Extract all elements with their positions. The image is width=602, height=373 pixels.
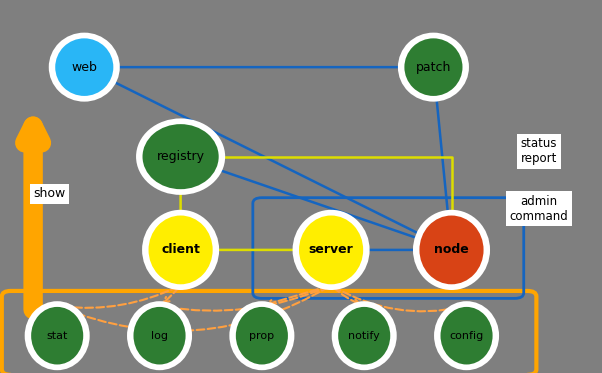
Ellipse shape: [136, 119, 225, 195]
Ellipse shape: [141, 123, 220, 190]
Text: log: log: [151, 331, 168, 341]
Ellipse shape: [30, 306, 84, 366]
Ellipse shape: [398, 33, 469, 102]
Ellipse shape: [439, 306, 494, 366]
Text: status
report: status report: [521, 137, 557, 165]
Text: patch: patch: [416, 61, 451, 73]
Ellipse shape: [132, 306, 187, 366]
Text: show: show: [33, 188, 66, 200]
Ellipse shape: [54, 37, 114, 97]
Text: registry: registry: [157, 150, 205, 163]
Text: notify: notify: [349, 331, 380, 341]
Ellipse shape: [127, 301, 192, 370]
Ellipse shape: [332, 301, 397, 370]
Ellipse shape: [293, 210, 370, 290]
Ellipse shape: [337, 306, 391, 366]
Text: prop: prop: [249, 331, 275, 341]
Text: stat: stat: [46, 331, 68, 341]
Text: web: web: [72, 61, 97, 73]
Ellipse shape: [403, 37, 464, 97]
Ellipse shape: [147, 214, 214, 285]
Ellipse shape: [418, 214, 485, 285]
Ellipse shape: [434, 301, 499, 370]
Ellipse shape: [25, 301, 90, 370]
Ellipse shape: [229, 301, 294, 370]
Ellipse shape: [142, 210, 219, 290]
Ellipse shape: [298, 214, 364, 285]
Ellipse shape: [235, 306, 289, 366]
Text: admin
command: admin command: [509, 195, 568, 223]
Text: node: node: [434, 244, 469, 256]
Text: server: server: [309, 244, 353, 256]
Text: client: client: [161, 244, 200, 256]
Ellipse shape: [49, 33, 120, 102]
Ellipse shape: [413, 210, 490, 290]
Text: config: config: [450, 331, 483, 341]
